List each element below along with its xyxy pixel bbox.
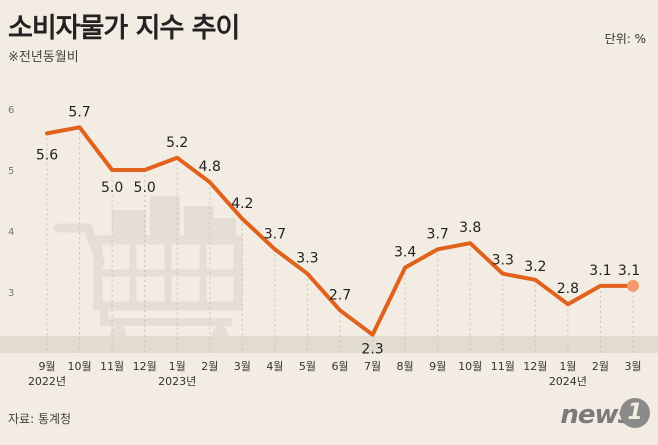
data-label: 5.2 xyxy=(166,135,188,151)
data-label: 3.7 xyxy=(427,226,449,242)
x-tick-label: 2월 xyxy=(201,360,218,373)
y-tick-label: 5 xyxy=(8,166,14,177)
last-data-point xyxy=(627,279,639,292)
data-label: 2.8 xyxy=(557,281,579,297)
data-label: 3.1 xyxy=(618,263,640,279)
data-label: 3.3 xyxy=(492,253,514,269)
x-tick-label: 12월 xyxy=(133,360,157,373)
x-tick-label: 1월 xyxy=(559,360,576,373)
x-tick-label: 8월 xyxy=(397,360,414,373)
x-axis-band xyxy=(0,336,658,353)
x-tick-label: 7월 xyxy=(364,360,381,373)
year-label: 2024년 xyxy=(549,375,587,388)
x-tick-label: 2월 xyxy=(592,360,609,373)
data-label: 5.0 xyxy=(134,180,156,196)
x-tick-label: 11월 xyxy=(100,360,124,373)
data-label: 2.7 xyxy=(329,287,351,303)
data-label: 5.7 xyxy=(68,104,90,120)
x-tick-label: 9월 xyxy=(429,360,446,373)
data-label: 5.6 xyxy=(36,147,58,163)
year-label: 2023년 xyxy=(158,375,196,388)
x-tick-label: 4월 xyxy=(266,360,283,373)
y-tick-label: 4 xyxy=(8,227,14,238)
source-note: 자료: 통계청 xyxy=(8,412,72,426)
chart-title: 소비자물가 지수 추이 xyxy=(8,13,240,44)
data-label: 3.8 xyxy=(459,220,481,236)
data-label: 3.4 xyxy=(394,245,416,261)
chart-subtitle: ※전년동월비 xyxy=(8,50,79,65)
x-tick-label: 3월 xyxy=(624,360,641,373)
unit-label: 단위: % xyxy=(604,32,646,46)
x-tick-label: 5월 xyxy=(299,360,316,373)
data-label: 3.7 xyxy=(264,226,286,242)
y-tick-label: 6 xyxy=(8,105,14,116)
x-tick-label: 6월 xyxy=(331,360,348,373)
data-label: 5.0 xyxy=(101,180,123,196)
x-tick-label: 3월 xyxy=(234,360,251,373)
x-tick-label: 10월 xyxy=(458,360,482,373)
x-tick-label: 11월 xyxy=(491,360,515,373)
data-label: 4.2 xyxy=(231,196,253,212)
data-label: 3.3 xyxy=(296,251,318,267)
year-label: 2022년 xyxy=(28,375,66,388)
news1-logo-mark: 1 xyxy=(620,398,650,428)
data-label: 4.8 xyxy=(199,159,221,175)
y-tick-label: 3 xyxy=(8,288,14,299)
data-label: 3.2 xyxy=(524,259,546,275)
series-line xyxy=(45,125,635,337)
shopping-cart-icon xyxy=(53,196,243,342)
data-label: 2.3 xyxy=(361,342,383,358)
data-label: 3.1 xyxy=(589,263,611,279)
x-tick-label: 1월 xyxy=(169,360,186,373)
x-tick-label: 9월 xyxy=(38,360,55,373)
x-tick-label: 12월 xyxy=(523,360,547,373)
x-tick-label: 10월 xyxy=(67,360,91,373)
